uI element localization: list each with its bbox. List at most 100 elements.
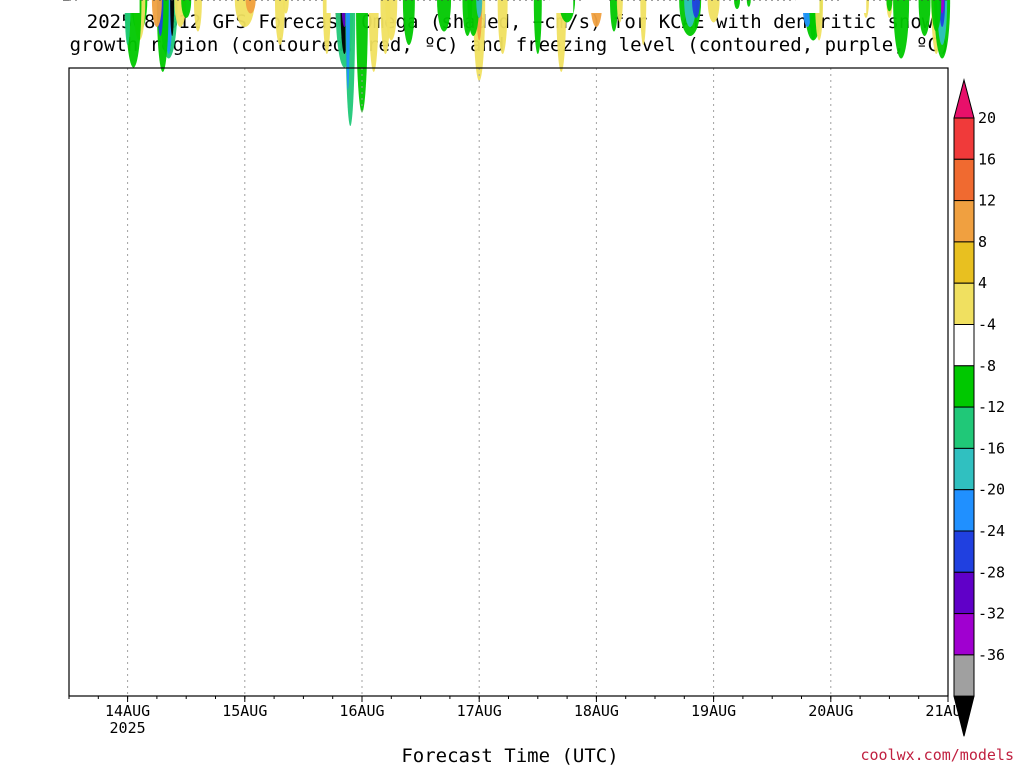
x-year-label: 2025 (110, 719, 146, 737)
colorbar-swatch (953, 406, 975, 449)
chart-title-line2: growth region (contoured, red, ºC) and f… (70, 34, 951, 56)
y-tick-label: 500 (32, 0, 61, 4)
y-tick-label: 700 (32, 0, 61, 4)
colorbar-swatch (953, 158, 975, 202)
omega-shade-cell (893, 0, 910, 59)
contour-label: 0 (364, 0, 372, 3)
colorbar: 20 16 12 8 4 -4 -8 -12 -16 -20 -24 -28 -32 -36 (953, 78, 1005, 737)
contour-label-bg (355, 0, 380, 13)
omega-shade-cell (245, 0, 256, 14)
colorbar-bottom-arrow (953, 695, 975, 737)
contour-label: 0 (112, 0, 120, 3)
contour-label: -18 (82, 0, 104, 3)
colorbar-label: 4 (978, 274, 987, 292)
contour-label-bg (795, 0, 820, 13)
y-tick-label: 250 (32, 0, 61, 4)
colorbar-label: -4 (978, 316, 996, 334)
omega-shade-cell (734, 0, 741, 9)
colorbar-label: 16 (978, 150, 996, 168)
colorbar-label: 8 (978, 233, 987, 251)
colorbar-label: -32 (978, 605, 1005, 623)
colorbar-swatch (953, 324, 975, 367)
x-axis-label: Forecast Time (UTC) (401, 745, 618, 767)
x-tick-label: 15AUG (222, 702, 267, 720)
contour-label-bg (584, 0, 609, 13)
y-tick-label: 750 (32, 0, 61, 4)
omega-shade-cell (385, 0, 398, 41)
plot-background (69, 68, 948, 696)
x-tick-label: 19AUG (691, 702, 736, 720)
contour-label-bg (80, 0, 105, 13)
colorbar-label: 12 (978, 192, 996, 210)
omega-shade-cell (462, 0, 473, 36)
omega-shade-cell (181, 0, 192, 18)
y-tick-label: 1000 (22, 0, 61, 4)
contour-label: 0 (592, 0, 600, 3)
colorbar-swatch (953, 613, 975, 656)
contour-label: -18 (843, 0, 865, 3)
omega-shade-cell (609, 0, 618, 32)
colorbar-swatch (953, 282, 975, 326)
colorbar-top-arrow (953, 78, 975, 119)
omega-shade-cell (640, 0, 647, 45)
omega-shade-cell (170, 0, 175, 36)
x-tick-label: 16AUG (339, 702, 384, 720)
plot-area (69, 0, 951, 696)
omega-shade-cell (356, 0, 368, 113)
colorbar-label: -36 (978, 646, 1005, 664)
omega-shade-cell (193, 0, 202, 32)
contour-label: -18 (550, 0, 572, 3)
colorbar-label: -24 (978, 522, 1005, 540)
axes: 2503003504004505005506006507007508008509… (22, 0, 971, 737)
omega-shade-cell (368, 0, 379, 72)
chart-title-line1: 2025081312 GFS Forecast Omega (shaded, −… (87, 11, 934, 33)
colorbar-label: -12 (978, 398, 1005, 416)
omega-shade-cell (746, 0, 751, 7)
colorbar-swatch (953, 200, 975, 243)
colorbar-label: -20 (978, 481, 1005, 499)
colorbar-swatch (953, 447, 975, 491)
x-tick-label: 18AUG (574, 702, 619, 720)
colorbar-label: 20 (978, 109, 996, 127)
y-tick-label: 850 (32, 0, 61, 4)
colorbar-swatch (953, 241, 975, 284)
omega-shade-cell (707, 0, 720, 23)
x-tick-label: 20AUG (808, 702, 853, 720)
y-tick-label: 300 (32, 0, 61, 4)
y-tick-label: 650 (32, 0, 61, 4)
y-tick-label: 550 (32, 0, 61, 4)
colorbar-swatch (953, 654, 975, 697)
omega-shade-cell (437, 0, 452, 32)
colorbar-label: -8 (978, 357, 996, 375)
omega-shade-cell (918, 0, 931, 36)
contour-layer: -18-18-18-18-12-12-12-120000 (80, 0, 867, 13)
credit-text: coolwx.com/models (860, 746, 1014, 764)
colorbar-swatch (953, 365, 975, 408)
omega-shade-cell (692, 0, 701, 18)
y-tick-label: 800 (32, 0, 61, 4)
omega-shade-cell (497, 0, 508, 54)
omega-shade-cell (476, 0, 483, 18)
contour-label-bg (103, 0, 128, 13)
omega-shade-cell (616, 0, 623, 23)
omega-shade-cell (151, 0, 162, 27)
omega-shade-cell (282, 0, 289, 14)
colorbar-swatch (953, 117, 975, 160)
omega-shade-cell (931, 0, 942, 32)
contour-label: 0 (803, 0, 811, 3)
colorbar-label: -28 (978, 563, 1005, 581)
colorbar-swatch (953, 489, 975, 532)
colorbar-label: -16 (978, 439, 1005, 457)
contour-label-bg (549, 0, 574, 13)
y-tick-label: 400 (32, 0, 61, 4)
y-tick-label: 350 (32, 0, 61, 4)
omega-shade-cell (322, 0, 331, 54)
omega-shade-cell (274, 0, 285, 45)
y-tick-label: 900 (32, 0, 61, 4)
contour-label: -12 (339, 0, 361, 3)
y-tick-label: 950 (32, 0, 61, 4)
omega-shade-cell (886, 0, 893, 12)
colorbar-swatch (953, 571, 975, 615)
y-tick-label: 600 (32, 0, 61, 4)
